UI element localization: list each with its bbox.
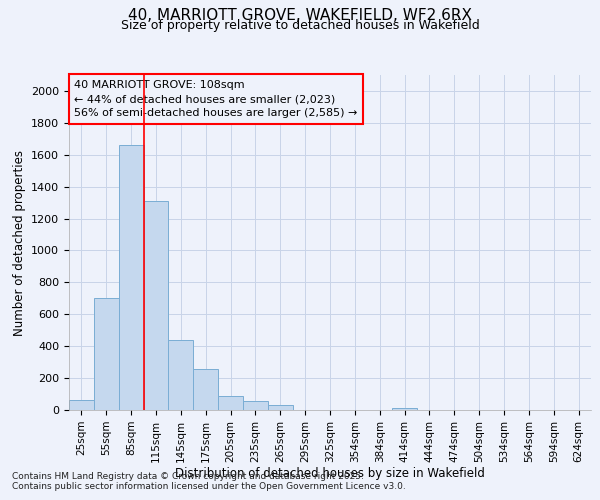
Bar: [392, 408, 417, 410]
Bar: [69, 400, 94, 410]
Bar: [169, 340, 193, 410]
Bar: [193, 370, 218, 410]
Bar: [94, 298, 119, 410]
Y-axis label: Number of detached properties: Number of detached properties: [13, 150, 26, 336]
Text: Contains public sector information licensed under the Open Government Licence v3: Contains public sector information licen…: [12, 482, 406, 491]
Bar: [243, 401, 268, 410]
Bar: [143, 201, 169, 410]
Text: 40, MARRIOTT GROVE, WAKEFIELD, WF2 6RX: 40, MARRIOTT GROVE, WAKEFIELD, WF2 6RX: [128, 8, 472, 22]
Bar: [218, 396, 243, 410]
Bar: [119, 145, 143, 410]
Text: 40 MARRIOTT GROVE: 108sqm
← 44% of detached houses are smaller (2,023)
56% of se: 40 MARRIOTT GROVE: 108sqm ← 44% of detac…: [74, 80, 358, 118]
Bar: [268, 405, 293, 410]
Text: Contains HM Land Registry data © Crown copyright and database right 2025.: Contains HM Land Registry data © Crown c…: [12, 472, 364, 481]
X-axis label: Distribution of detached houses by size in Wakefield: Distribution of detached houses by size …: [175, 468, 485, 480]
Text: Size of property relative to detached houses in Wakefield: Size of property relative to detached ho…: [121, 19, 479, 32]
